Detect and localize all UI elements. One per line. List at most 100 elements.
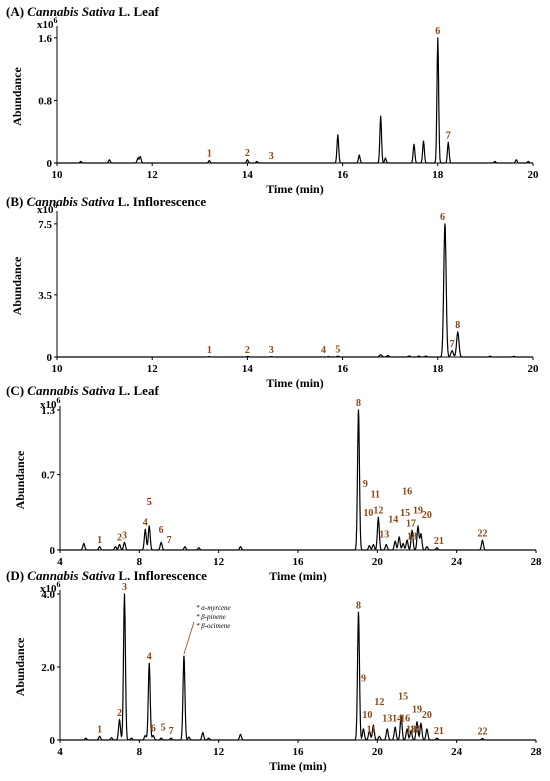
panel-c-ytick-label: 0.7 — [41, 470, 55, 482]
panel-a-peak-13 — [422, 140, 425, 142]
panel-b-peak-label-4: 4 — [321, 345, 326, 356]
panel-c-ytick-label: 0 — [50, 545, 56, 557]
panel-c-peak-8 — [160, 541, 162, 544]
panel-d-peak-10 — [160, 737, 162, 739]
panel-d-ytick-label: 2.0 — [41, 662, 55, 674]
panel-a-xtick-label: 16 — [337, 169, 349, 181]
panel-d-peak-label-11: 11 — [367, 724, 376, 735]
panel-c-peak-label-22: 22 — [477, 528, 487, 539]
panel-d-xtick-label: 12 — [213, 746, 225, 758]
panel-b-peak-label-2: 2 — [245, 345, 250, 356]
panel-b-xtick-label: 18 — [432, 363, 444, 375]
panel-d-peak-29 — [426, 728, 428, 730]
panel-a-ytick-label: 0.8 — [38, 95, 52, 107]
panel-d-xtick-label: 8 — [137, 746, 143, 758]
panel-d-peak-16 — [239, 733, 242, 736]
panel-a-peak-16 — [494, 160, 496, 163]
panel-d-ytick-label: 0 — [50, 735, 56, 747]
panel-c-peak-label-9: 9 — [363, 479, 368, 490]
panel-d-peak-17 — [357, 611, 360, 613]
panel-d-peak-27 — [416, 721, 418, 723]
panel-d-y-label: Abundance — [13, 637, 27, 696]
panel-c-peak-13 — [368, 545, 370, 547]
panel-d-peak-label-6: 6 — [151, 724, 156, 735]
panel-b-peak-2 — [246, 355, 248, 358]
panel-d-peak-label-9: 9 — [361, 673, 366, 684]
panel-c-peak-4 — [118, 544, 121, 546]
panel-c-peak-16 — [385, 544, 387, 546]
panel-d-multiplier: x106 — [40, 580, 61, 595]
panel-a-peak-9 — [358, 154, 360, 156]
panel-d-peak-28 — [420, 722, 422, 725]
panel-a-peak-17 — [515, 159, 517, 161]
panel-a-peak-8 — [337, 134, 339, 136]
panel-c-title: (C) Cannabis Sativa L. Leaf — [6, 383, 159, 398]
panel-a-peak-label-6: 6 — [435, 26, 440, 37]
panel-c-trace — [60, 409, 536, 551]
panel-a-y-label: Abundance — [10, 66, 24, 125]
panel-a-xtick-label: 10 — [52, 169, 64, 181]
panel-a-peak-14 — [437, 37, 439, 39]
panel-d-title: (D) Cannabis Sativa L. Inflorescence — [6, 568, 207, 583]
panel-b-peak-13 — [457, 331, 459, 333]
panel-d-peak-label-22: 22 — [477, 727, 487, 738]
panel-d-peak-label-1: 1 — [97, 724, 102, 735]
panel-a-multiplier: x106 — [37, 16, 58, 31]
panel-a-peak-label-3: 3 — [269, 151, 274, 162]
panel-d-peak-8 — [148, 662, 150, 664]
panel-d-peak-30 — [436, 737, 438, 739]
panel-d-peak-19 — [368, 730, 370, 732]
panel-d-peak-25 — [406, 728, 408, 730]
panel-c-xtick-label: 12 — [213, 556, 225, 568]
panel-c-peak-label-20: 20 — [422, 510, 432, 521]
panel-c-peak-9 — [184, 546, 186, 548]
panel-c-peak-label-5: 5 — [147, 497, 152, 508]
panel-a-peak-label-2: 2 — [245, 148, 250, 159]
panel-c-peak-6 — [144, 528, 146, 531]
panel-c-peak-label-16: 16 — [402, 486, 412, 497]
panel-c-peak-18 — [398, 536, 400, 538]
panel-d-peak-label-14: 14 — [392, 713, 402, 724]
panel-c-xtick-label: 28 — [531, 556, 543, 568]
panel-a-xtick-label: 18 — [432, 169, 444, 181]
panel-b-y-label: Abundance — [10, 256, 24, 315]
panel-c-peak-5 — [123, 541, 126, 544]
panel-c-peak-25 — [436, 547, 438, 549]
panel-b-title: (B) Cannabis Sativa L. Inflorescence — [6, 194, 206, 209]
panel-d-x-label: Time (min) — [269, 759, 326, 773]
panel-d-peak-24 — [400, 715, 402, 717]
panel-b-peak-6 — [380, 354, 382, 356]
panel-c-peak-label-3: 3 — [122, 530, 127, 541]
panel-d-annotation-arrow — [183, 621, 195, 655]
panel-c-peak-21 — [411, 530, 413, 532]
panel-b-ytick-label: 0 — [47, 352, 53, 364]
panel-d-xtick-label: 16 — [293, 746, 305, 758]
panel-c-peak-label-10: 10 — [363, 508, 373, 519]
panel-c-peak-20 — [406, 539, 408, 541]
panel-b-peak-label-3: 3 — [269, 345, 274, 356]
panel-d-peak-label-8: 8 — [356, 600, 361, 611]
panel-d-peak-label-13: 13 — [382, 713, 392, 724]
panel-c-peak-label-21: 21 — [434, 536, 444, 547]
panel-a-peak-5 — [208, 160, 210, 162]
panel-a-trace — [57, 37, 533, 164]
panel-a-peak-6 — [246, 159, 248, 161]
panel-d-peak-11 — [170, 737, 172, 739]
panel-a-peak-12 — [413, 143, 415, 145]
panel-b-peak-8 — [408, 355, 410, 357]
panel-b-peak-14 — [489, 355, 491, 357]
panel-b-peak-label-6: 6 — [440, 212, 445, 223]
panel-d-peak-label-10: 10 — [362, 710, 372, 721]
panel-b-xtick-label: 10 — [52, 363, 64, 375]
panel-d-peak-9 — [152, 735, 154, 737]
panel-b-x-label: Time (min) — [266, 376, 323, 390]
panel-d-peak-label-3: 3 — [122, 582, 127, 593]
panel-b-ytick-label: 7.5 — [38, 219, 52, 231]
panel-a-peak-1 — [80, 160, 82, 163]
panel-c-peak-label-18: 18 — [407, 532, 417, 543]
panel-c-peak-label-12: 12 — [373, 506, 383, 517]
panel-b-peak-9 — [418, 355, 420, 357]
panel-c-peak-23 — [420, 533, 422, 535]
panel-c-peak-1 — [83, 542, 85, 545]
